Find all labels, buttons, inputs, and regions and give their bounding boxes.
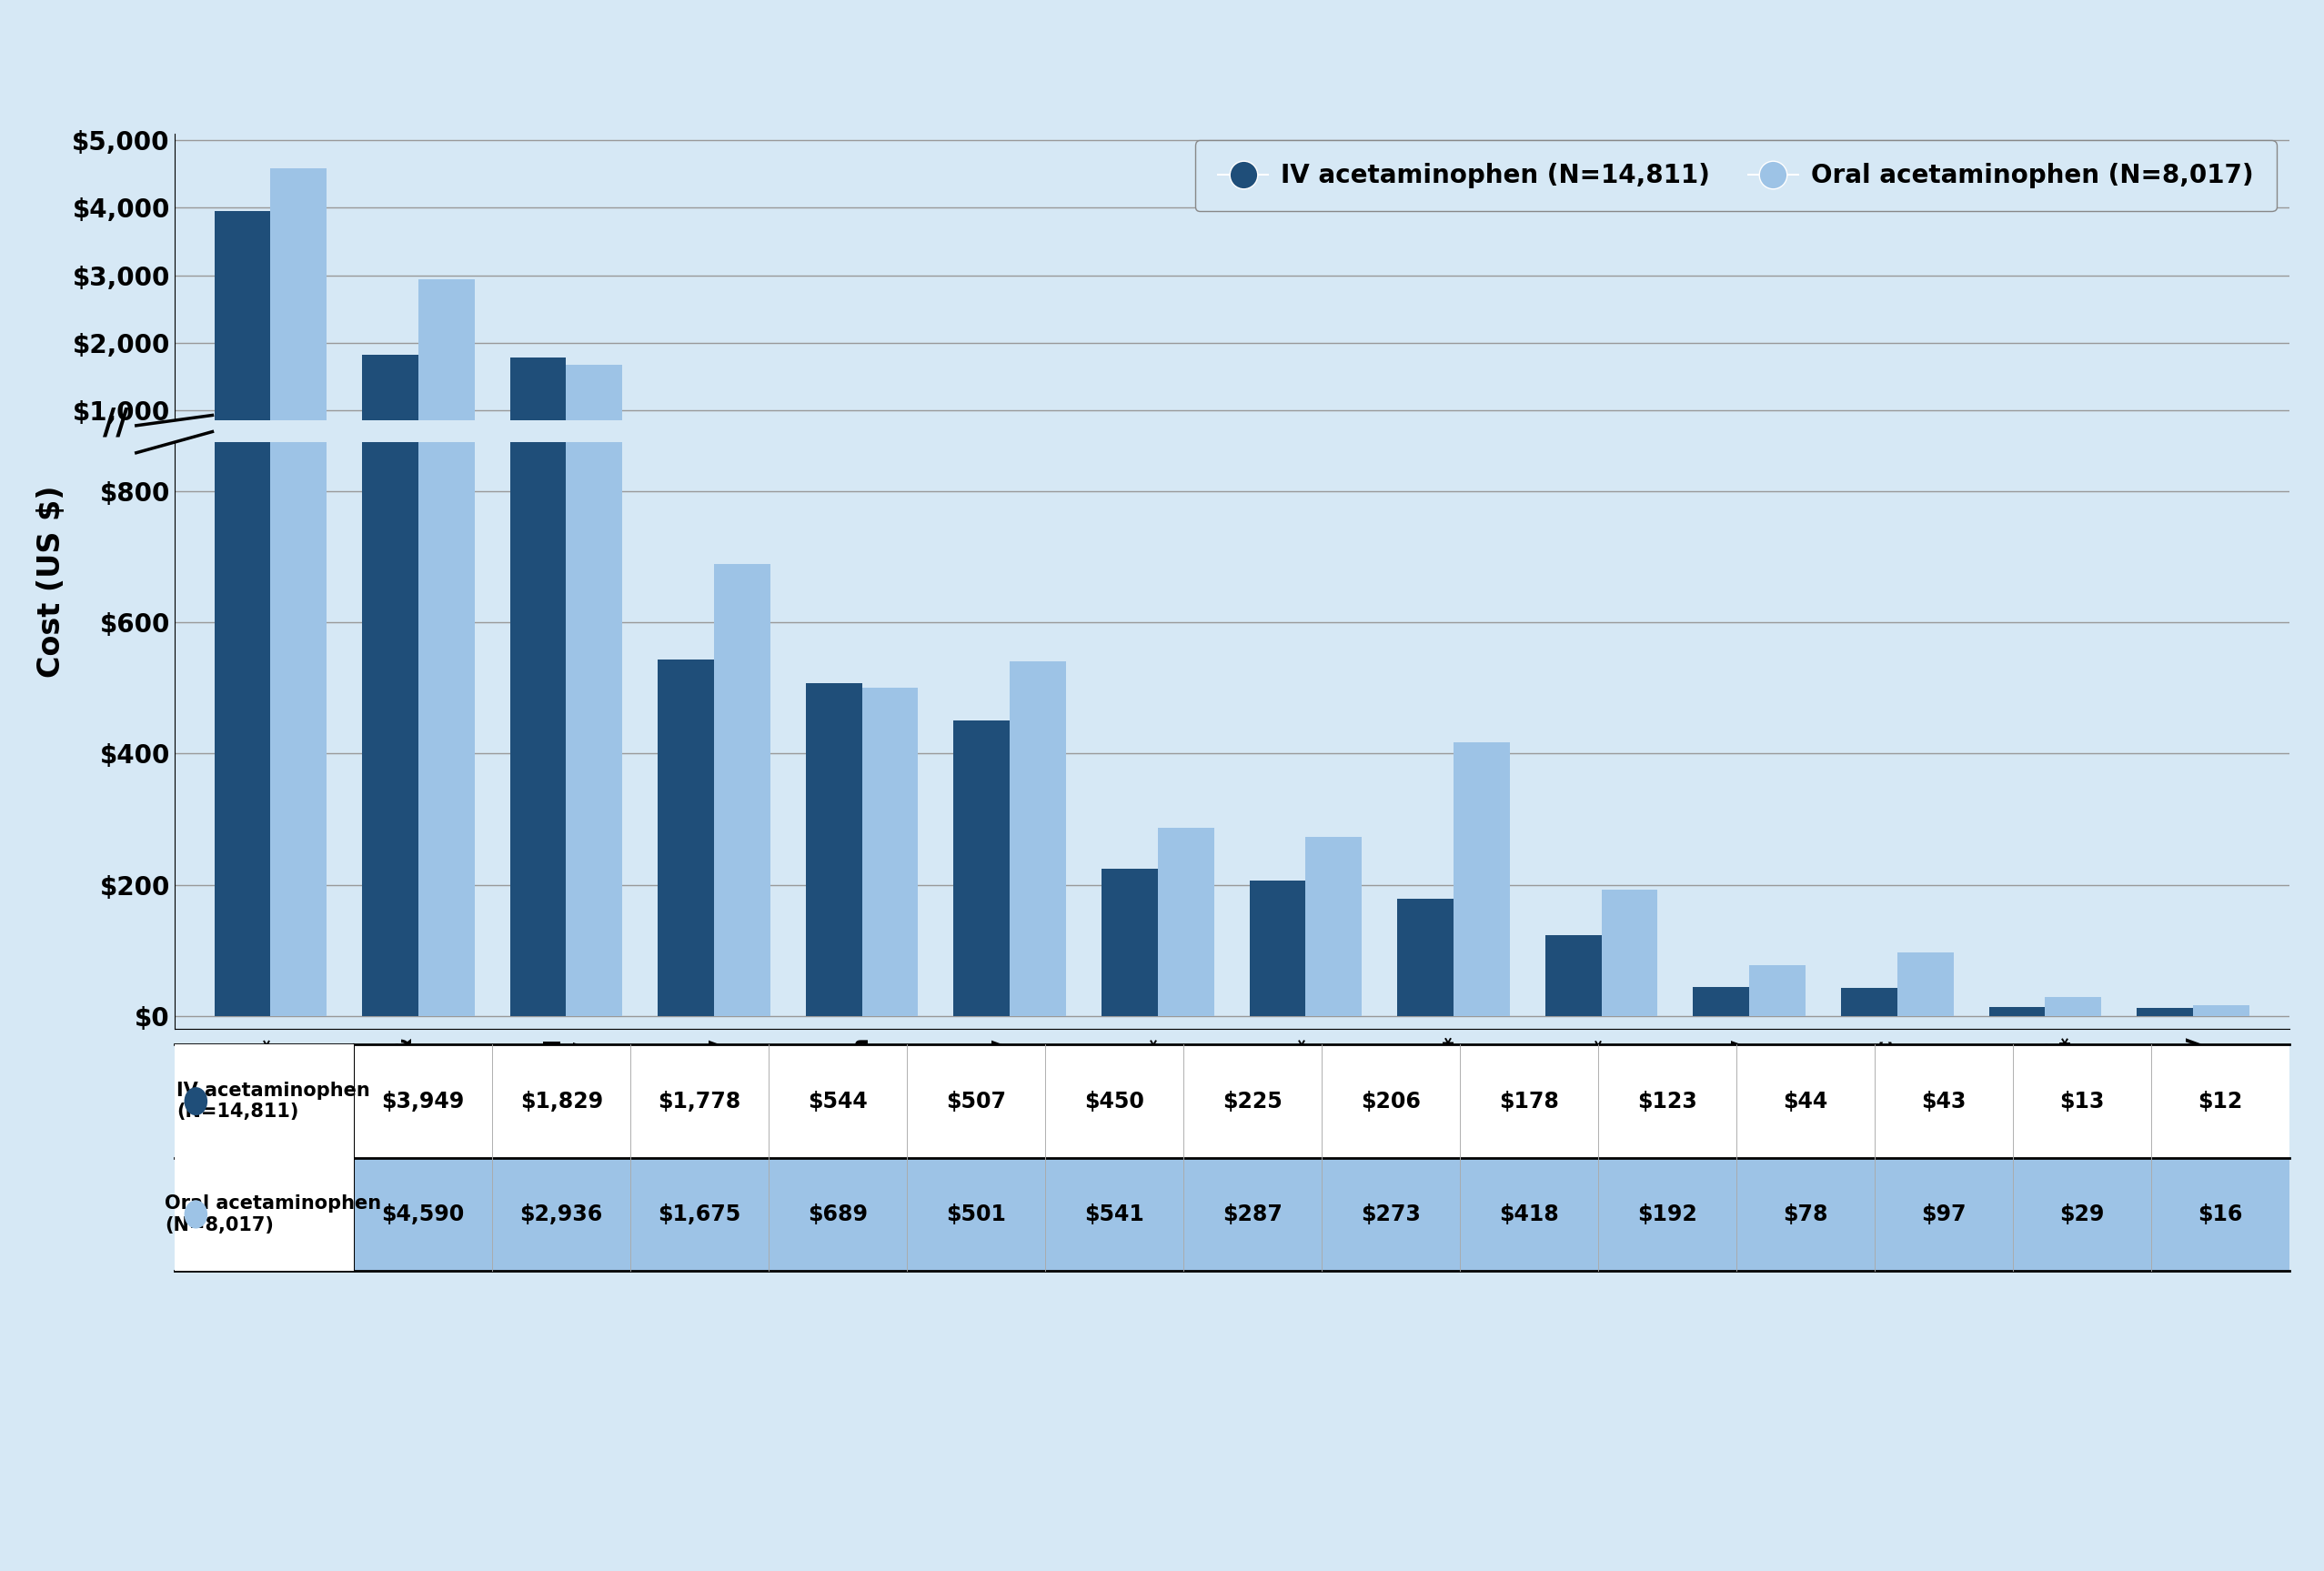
- Text: $178: $178: [1499, 1090, 1559, 1112]
- Text: $541: $541: [1085, 1203, 1143, 1225]
- Bar: [2136, 1009, 2194, 1016]
- Bar: [1011, 661, 1067, 1016]
- Text: //: //: [102, 407, 130, 441]
- Bar: [1306, 837, 1362, 1016]
- Bar: [363, 355, 418, 478]
- Bar: [270, 168, 328, 478]
- Bar: [2194, 1005, 2250, 1016]
- Bar: [1157, 459, 1213, 478]
- Bar: [713, 564, 769, 1016]
- Bar: [1011, 441, 1067, 478]
- Bar: [1896, 952, 1954, 1016]
- Text: $507: $507: [946, 1090, 1006, 1112]
- Bar: [1694, 987, 1750, 1016]
- Bar: [1250, 881, 1306, 1016]
- Bar: [418, 0, 474, 1016]
- Bar: [2045, 476, 2101, 478]
- Bar: [214, 211, 270, 478]
- Bar: [1397, 899, 1452, 1016]
- Bar: [214, 0, 270, 1016]
- Bar: [1694, 474, 1750, 478]
- Text: $123: $123: [1636, 1090, 1697, 1112]
- Bar: [1601, 465, 1657, 478]
- Bar: [509, 358, 567, 478]
- Bar: [1896, 471, 1954, 478]
- Text: $2,936: $2,936: [521, 1203, 602, 1225]
- Bar: [862, 688, 918, 1016]
- Bar: [806, 443, 862, 478]
- Text: $29: $29: [2059, 1203, 2103, 1225]
- Text: $4,590: $4,590: [381, 1203, 465, 1225]
- Text: $78: $78: [1783, 1203, 1829, 1225]
- Text: Oral acetaminophen
(N=8,017): Oral acetaminophen (N=8,017): [165, 1194, 381, 1235]
- Bar: [1452, 449, 1511, 478]
- Bar: [1841, 988, 1896, 1016]
- Text: $1,675: $1,675: [658, 1203, 741, 1225]
- Bar: [658, 441, 713, 478]
- Text: IV acetaminophen
(N=14,811): IV acetaminophen (N=14,811): [177, 1081, 370, 1122]
- Text: $501: $501: [946, 1203, 1006, 1225]
- Text: $97: $97: [1922, 1203, 1966, 1225]
- Bar: [567, 364, 623, 478]
- Bar: [862, 445, 918, 478]
- Text: $192: $192: [1636, 1203, 1697, 1225]
- Bar: [1841, 474, 1896, 478]
- Text: $225: $225: [1222, 1090, 1283, 1112]
- Text: $43: $43: [1922, 1090, 1966, 1112]
- Text: Cost (US $): Cost (US $): [37, 485, 65, 677]
- Bar: [363, 0, 418, 1016]
- Bar: [658, 660, 713, 1016]
- Bar: [2045, 998, 2101, 1016]
- Bar: [1250, 463, 1306, 478]
- Bar: [806, 683, 862, 1016]
- Bar: [1397, 465, 1452, 478]
- Text: $13: $13: [2059, 1090, 2103, 1112]
- Text: $450: $450: [1085, 1090, 1143, 1112]
- Bar: [1545, 470, 1601, 478]
- Bar: [713, 432, 769, 478]
- Bar: [1601, 891, 1657, 1016]
- Bar: [1306, 459, 1362, 478]
- Bar: [953, 721, 1011, 1016]
- Bar: [1545, 935, 1601, 1016]
- Text: $3,949: $3,949: [381, 1090, 465, 1112]
- Bar: [1102, 869, 1157, 1016]
- Text: $544: $544: [809, 1090, 867, 1112]
- Bar: [1102, 462, 1157, 478]
- Bar: [509, 0, 567, 1016]
- Bar: [270, 0, 328, 1016]
- Bar: [1750, 965, 1806, 1016]
- Text: $206: $206: [1362, 1090, 1420, 1112]
- Bar: [1750, 473, 1806, 478]
- Text: $418: $418: [1499, 1203, 1559, 1225]
- Bar: [1989, 1007, 2045, 1016]
- Bar: [953, 448, 1011, 478]
- Text: $44: $44: [1783, 1090, 1827, 1112]
- Text: $1,829: $1,829: [521, 1090, 602, 1112]
- Text: $287: $287: [1222, 1203, 1283, 1225]
- Text: $1,778: $1,778: [658, 1090, 741, 1112]
- Legend: IV acetaminophen (N=14,811), Oral acetaminophen (N=8,017): IV acetaminophen (N=14,811), Oral acetam…: [1195, 140, 2278, 212]
- Bar: [418, 280, 474, 478]
- Bar: [1157, 828, 1213, 1016]
- Bar: [1452, 742, 1511, 1016]
- Text: $16: $16: [2199, 1203, 2243, 1225]
- Text: $273: $273: [1362, 1203, 1420, 1225]
- Text: $12: $12: [2199, 1090, 2243, 1112]
- Text: $689: $689: [809, 1203, 867, 1225]
- Bar: [567, 0, 623, 1016]
